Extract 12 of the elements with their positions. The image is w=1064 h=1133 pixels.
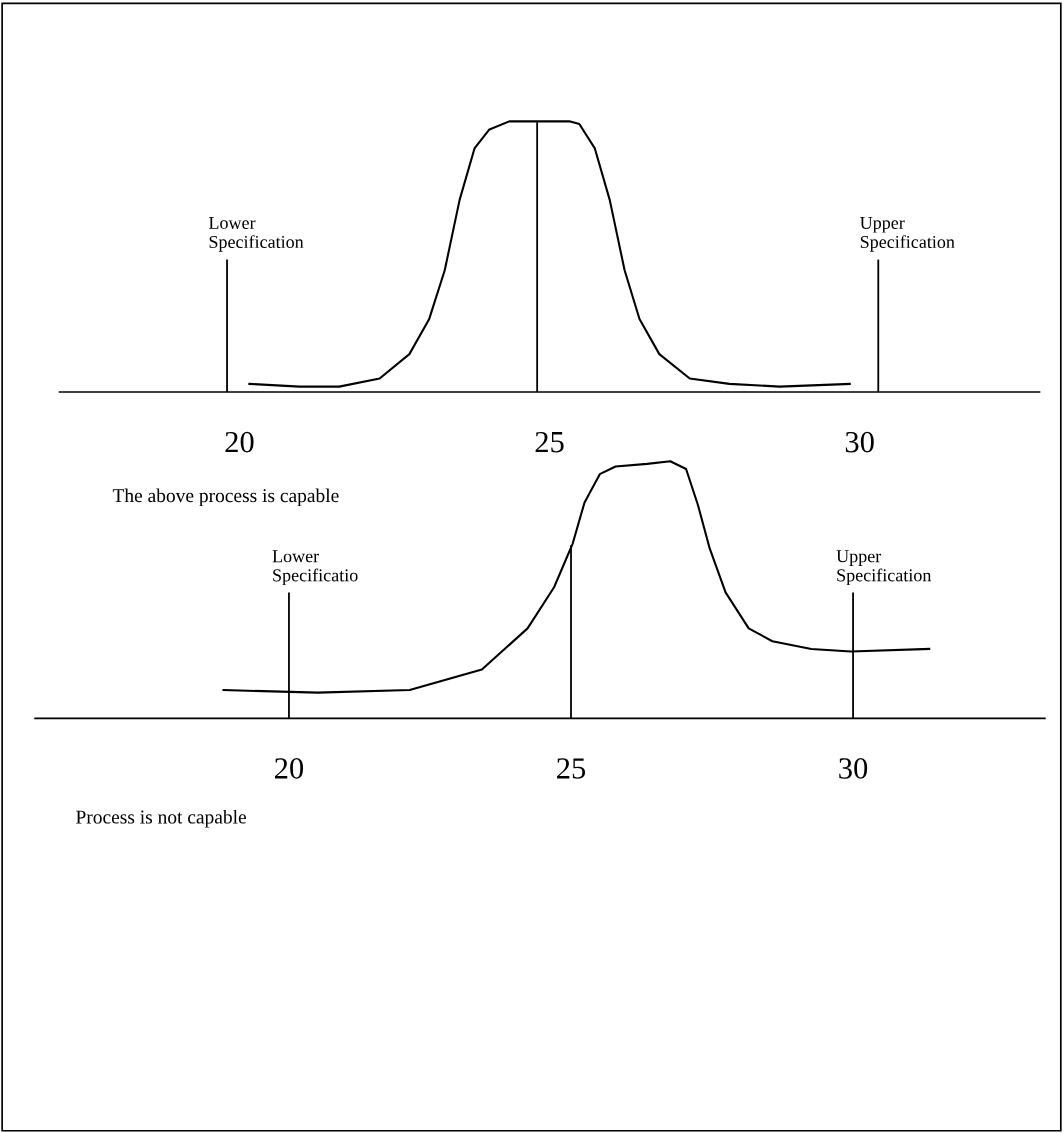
x-tick-label: 20 <box>275 758 304 779</box>
ref-line-label: Lower Specification <box>208 216 304 252</box>
x-tick-label: 20 <box>225 431 254 453</box>
x-tick-label: 30 <box>839 758 868 779</box>
x-tick-label: 30 <box>845 431 874 453</box>
text: Process is not capable <box>76 809 246 828</box>
x-tick-label: 25 <box>535 431 564 453</box>
annotation: The above process is capable <box>112 488 339 507</box>
ref-line-label: Upper Specification <box>860 216 955 252</box>
x-tick-label: 25 <box>557 758 586 779</box>
ref-line-label: Upper Specification <box>836 550 932 586</box>
ref-line-label: Lower Specificatio <box>272 550 358 586</box>
